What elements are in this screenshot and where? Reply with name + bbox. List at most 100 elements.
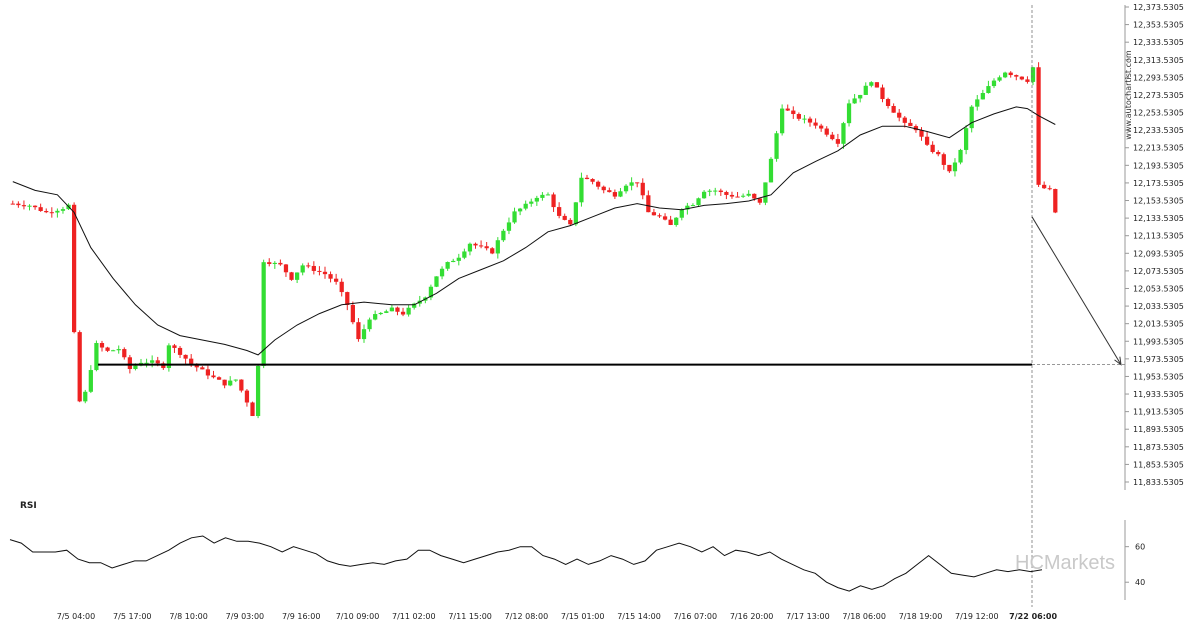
candle-body — [512, 211, 517, 223]
candle-body — [155, 360, 160, 364]
moving-average — [12, 106, 1056, 356]
candle-body — [718, 190, 723, 193]
candle-body — [612, 192, 618, 197]
candle-body — [122, 349, 127, 358]
candle-body — [495, 240, 500, 254]
candle-body — [629, 182, 634, 186]
candle-body — [858, 94, 863, 99]
candle-body — [300, 265, 305, 273]
candle-body — [746, 193, 751, 196]
candle-body — [623, 185, 629, 192]
candle-body — [328, 274, 333, 279]
candle-body — [696, 198, 701, 206]
projection-arrow — [1031, 216, 1122, 365]
candle-body — [222, 379, 227, 386]
candle-body — [144, 362, 149, 364]
candle-body — [412, 303, 417, 308]
candle-body — [239, 379, 244, 391]
candle-body — [835, 139, 841, 144]
candle-body — [345, 292, 350, 305]
x-axis: 7/5 04:00 7/5 17:00 7/8 10:00 7/9 03:00 7/9 … — [57, 612, 1058, 621]
candle-body — [701, 191, 707, 199]
candle-body — [841, 123, 846, 144]
y-tick-label: 11,953.5305 — [1133, 372, 1184, 381]
y-axis: 12,373.5305 12,353.5305 12,333.5305 12,313.… — [1125, 3, 1184, 487]
candle-body — [255, 365, 261, 417]
candle-body — [785, 108, 790, 111]
x-tick-label: 7/9 16:00 — [282, 612, 320, 621]
candle-body — [590, 179, 595, 182]
candle-body — [150, 360, 155, 363]
rsi-line — [9, 535, 1043, 592]
y-tick-label: 12,373.5305 — [1133, 3, 1184, 12]
candle-body — [891, 106, 896, 113]
candle-body — [88, 370, 93, 392]
y-tick-label: 12,313.5305 — [1133, 56, 1184, 65]
candle-body — [205, 369, 211, 376]
candle-body — [551, 194, 556, 208]
candle-body — [373, 314, 378, 320]
candle-body — [445, 262, 450, 269]
candle-body — [936, 151, 941, 155]
candle-body — [774, 133, 779, 159]
candle-body — [852, 98, 857, 104]
x-tick-label: 7/15 14:00 — [617, 612, 661, 621]
candle-body — [947, 164, 952, 172]
candle-body — [651, 212, 657, 216]
candle-body — [467, 243, 473, 252]
candle-body — [573, 202, 578, 225]
candle-body — [306, 265, 311, 267]
y-tick-label: 11,973.5305 — [1133, 355, 1184, 364]
candle-body — [713, 190, 718, 192]
candle-body — [105, 347, 110, 351]
x-tick-label: 7/17 13:00 — [786, 612, 830, 621]
candle-body — [77, 332, 82, 402]
candle-body — [1019, 76, 1024, 80]
candle-body — [740, 195, 746, 197]
brand-name: Markets — [1044, 552, 1115, 574]
candle-body — [941, 154, 946, 165]
watermark-text: www.autochartist.com — [1124, 50, 1133, 140]
candle-body — [177, 347, 183, 355]
candle-body — [545, 194, 551, 196]
y-tick-label: 12,293.5305 — [1133, 73, 1184, 82]
y-tick-label: 11,833.5305 — [1133, 478, 1184, 487]
candle-body — [980, 93, 985, 100]
candle-body — [434, 276, 439, 287]
candle-body — [1030, 67, 1036, 82]
projection-arrowhead — [1114, 356, 1122, 366]
x-tick-label: 7/22 06:00 — [1009, 612, 1057, 621]
candle-body — [16, 203, 21, 206]
candle-body — [294, 272, 300, 280]
candle-body — [635, 182, 640, 184]
candle-body — [473, 243, 478, 246]
candle-body — [501, 230, 506, 241]
y-tick-label: 12,253.5305 — [1133, 109, 1184, 118]
x-tick-label: 7/16 20:00 — [730, 612, 774, 621]
candle-body — [478, 245, 484, 247]
candle-body — [384, 311, 389, 313]
candles — [10, 62, 1058, 419]
candle-body — [378, 312, 383, 315]
candle-body — [807, 118, 813, 123]
candle-body — [869, 82, 874, 86]
candle-body — [897, 112, 902, 118]
svg-text:HCMarkets: HCMarkets — [1015, 552, 1115, 574]
rsi-tick-label: 40 — [1135, 578, 1145, 587]
candle-body — [707, 190, 712, 192]
brand-logo: HCMarkets — [1015, 552, 1115, 574]
candle-body — [958, 149, 963, 163]
candle-body — [523, 203, 528, 209]
candle-body — [813, 122, 818, 126]
candle-body — [540, 194, 545, 198]
projection — [1031, 5, 1122, 607]
candle-body — [261, 262, 266, 366]
candle-body — [791, 110, 796, 115]
candle-body — [880, 87, 885, 100]
candle-body — [27, 205, 32, 207]
candle-body — [579, 177, 584, 203]
y-tick-label: 11,993.5305 — [1133, 337, 1184, 346]
candle-body — [913, 126, 919, 131]
candle-body — [116, 349, 121, 351]
candle-body — [99, 343, 105, 348]
